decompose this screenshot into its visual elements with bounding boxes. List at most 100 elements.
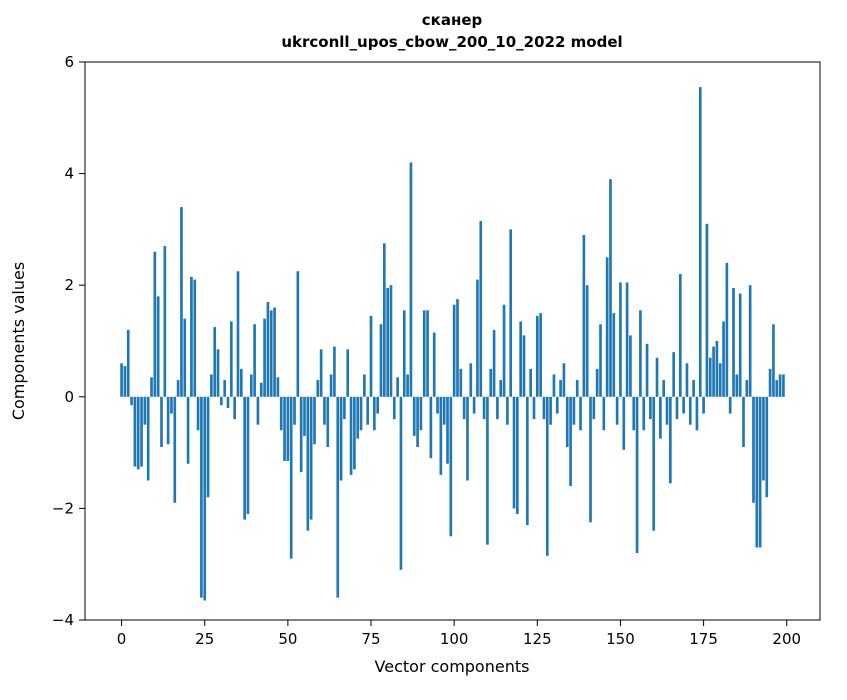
bar bbox=[293, 396, 296, 425]
x-tick-label: 25 bbox=[195, 630, 214, 648]
bar bbox=[313, 396, 316, 445]
bar bbox=[316, 380, 320, 397]
bar bbox=[542, 396, 546, 420]
bar bbox=[708, 357, 712, 397]
bar bbox=[516, 396, 519, 514]
bar bbox=[609, 179, 612, 397]
bar bbox=[738, 293, 742, 397]
bar bbox=[236, 271, 240, 397]
bar bbox=[659, 396, 662, 439]
bar bbox=[123, 366, 127, 397]
bar bbox=[782, 374, 785, 397]
bar bbox=[120, 363, 123, 397]
bar bbox=[309, 396, 313, 520]
bar bbox=[562, 363, 566, 397]
bar bbox=[402, 310, 406, 397]
bar bbox=[206, 396, 210, 498]
bar bbox=[326, 396, 330, 448]
bar bbox=[170, 396, 173, 414]
bar bbox=[213, 327, 217, 397]
bar bbox=[555, 396, 559, 414]
bar bbox=[392, 396, 396, 420]
bar bbox=[519, 321, 523, 397]
bar bbox=[632, 396, 636, 431]
bar bbox=[176, 380, 180, 397]
bar bbox=[645, 343, 649, 397]
bar bbox=[210, 374, 213, 397]
bar bbox=[752, 396, 755, 503]
bar bbox=[549, 396, 552, 425]
y-tick-label: −2 bbox=[52, 499, 74, 517]
bar bbox=[230, 321, 233, 397]
bar bbox=[535, 315, 539, 397]
bar bbox=[565, 396, 569, 448]
bar bbox=[649, 396, 652, 420]
y-tick-label: 0 bbox=[64, 388, 74, 406]
bar bbox=[346, 349, 350, 397]
bar bbox=[722, 321, 725, 397]
bar bbox=[672, 352, 675, 397]
bar bbox=[153, 251, 157, 397]
bar bbox=[629, 335, 632, 397]
bar bbox=[758, 396, 762, 548]
bar bbox=[269, 310, 273, 397]
bar bbox=[479, 221, 483, 397]
bar bbox=[353, 396, 356, 470]
bar bbox=[306, 396, 310, 531]
bar bbox=[369, 315, 373, 397]
bar bbox=[266, 301, 270, 397]
bar bbox=[612, 313, 616, 397]
bar bbox=[605, 257, 609, 397]
bar bbox=[688, 396, 692, 425]
bar bbox=[552, 374, 556, 397]
x-tick-label: 125 bbox=[523, 630, 552, 648]
bar bbox=[163, 246, 167, 397]
bar bbox=[622, 396, 626, 450]
bar bbox=[446, 396, 449, 464]
bar bbox=[273, 307, 276, 397]
bar bbox=[768, 368, 772, 397]
bar bbox=[359, 396, 363, 431]
bar bbox=[130, 396, 133, 406]
bar bbox=[386, 287, 389, 397]
bar bbox=[559, 380, 562, 397]
x-axis-label: Vector components bbox=[375, 657, 530, 676]
bar bbox=[276, 377, 280, 397]
bar bbox=[619, 282, 622, 397]
bar bbox=[133, 396, 137, 467]
bar bbox=[323, 396, 326, 425]
bar bbox=[126, 329, 130, 397]
bar bbox=[399, 396, 403, 570]
bar bbox=[203, 396, 207, 601]
bar bbox=[615, 396, 619, 425]
bar bbox=[735, 374, 739, 397]
bar bbox=[456, 299, 459, 397]
bar bbox=[575, 380, 579, 397]
bar bbox=[469, 363, 473, 397]
bar bbox=[259, 382, 263, 397]
bar bbox=[253, 324, 256, 397]
bar bbox=[685, 363, 689, 397]
bar bbox=[183, 318, 187, 397]
plot-area: 0 25 50 75 100 125 150 175 200 −4 −2 0 2 4 6 bbox=[52, 53, 821, 648]
bar bbox=[180, 207, 183, 397]
bar bbox=[363, 374, 366, 397]
bar bbox=[243, 396, 246, 520]
bar bbox=[466, 396, 469, 481]
bar bbox=[256, 396, 260, 425]
bar bbox=[748, 285, 752, 397]
bar bbox=[193, 279, 197, 397]
bar bbox=[665, 396, 669, 425]
bar bbox=[529, 368, 532, 397]
bar bbox=[200, 396, 203, 598]
bar bbox=[569, 396, 572, 487]
x-tick-label: 150 bbox=[606, 630, 635, 648]
bar bbox=[146, 396, 150, 481]
bar bbox=[695, 396, 699, 431]
bar bbox=[223, 380, 227, 397]
bar bbox=[742, 396, 745, 448]
bar bbox=[589, 396, 592, 523]
bar bbox=[190, 276, 193, 397]
y-axis-label: Components values bbox=[9, 262, 28, 420]
